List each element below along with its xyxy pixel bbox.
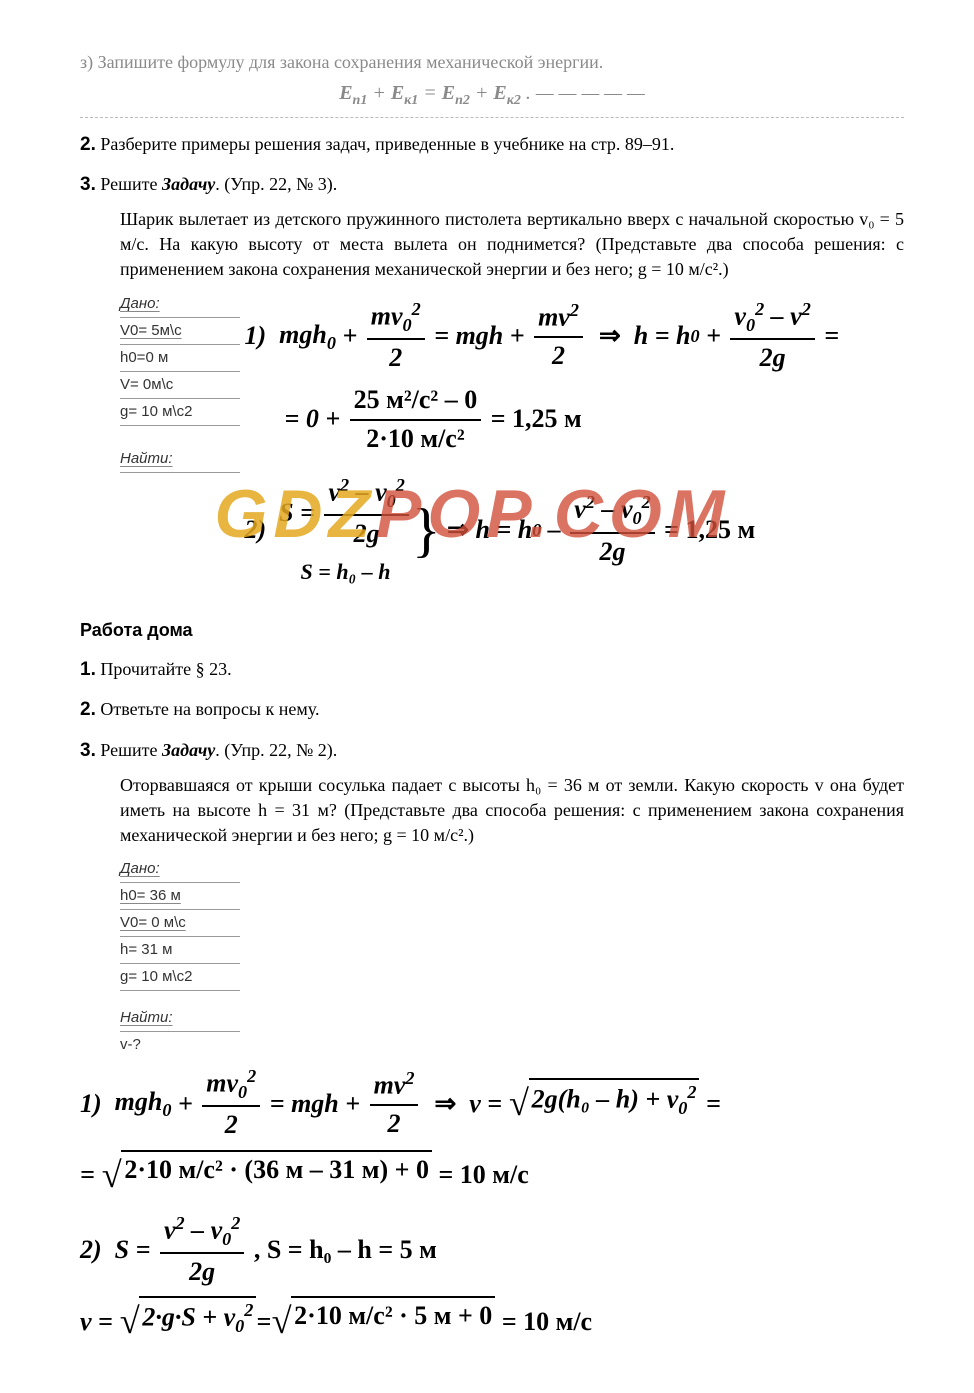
task-2: 2. Разберите примеры решения задач, прив…	[80, 132, 904, 159]
given-l3: V= 0м\с	[120, 372, 240, 399]
problem-2: Дано: h0= 36 м V0= 0 м\с h= 31 м g= 10 м…	[80, 856, 904, 1353]
given-l2: h0=0 м	[120, 345, 240, 372]
hw-2: 2. Ответьте на вопросы к нему.	[80, 697, 904, 724]
given-find: Найти:	[120, 446, 240, 473]
task-2-text: Разберите примеры решения задач, приведе…	[100, 134, 674, 154]
divider	[80, 117, 904, 118]
eq1-line2: = 0 + 25 м²/с² – 02·10 м/с² = 1,25 м	[285, 382, 885, 457]
eq2-line3: 2) S = v2 – v022g , S = h₀ – h = 5 м	[80, 1211, 740, 1291]
solution-2: 1) mgh0 + mv022 = mgh + mv22 ⇒ v = √2g(h…	[80, 1058, 740, 1353]
homework-heading: Работа дома	[80, 618, 904, 643]
intro-prefix: з)	[80, 52, 98, 72]
intro-z: з) Запишите формулу для закона сохранени…	[80, 50, 904, 75]
intro-formula: Eп1 + Eк1 = Eп2 + Eк2 . — — — — —	[80, 79, 904, 111]
given-box-2: Дано: h0= 36 м V0= 0 м\с h= 31 м g= 10 м…	[120, 856, 240, 1058]
task-3: 3. Решите Задачу. (Упр. 22, № 3).	[80, 172, 904, 199]
eq2-line2: = √2·10 м/с² · (36 м – 31 м) + 0 = 10 м/…	[80, 1150, 740, 1201]
hw-3-body: Оторвавшаяся от крыши сосулька падает с …	[120, 773, 904, 849]
hw-3: 3. Решите Задачу. (Упр. 22, № 2).	[80, 738, 904, 765]
eq2-line1: 1) mgh0 + mv022 = mgh + mv22 ⇒ v = √2g(h…	[80, 1064, 740, 1144]
trailing-rule: . — — — — —	[526, 82, 645, 104]
hw-1: 1. Прочитайте § 23.	[80, 657, 904, 684]
task-3-body: Шарик вылетает из детского пружинного пи…	[120, 207, 904, 283]
task-num: 2.	[80, 134, 96, 155]
eq1-line3: GDZPOP.COM 2) S = v2 – v022g S = h₀ – h …	[245, 473, 885, 588]
intro-text: Запишите формулу для закона сохранения м…	[98, 52, 604, 72]
task-num: 3.	[80, 174, 96, 195]
brace-icon: }	[412, 500, 441, 560]
given-l4: g= 10 м\с2	[120, 399, 240, 426]
eq2-line4: v = √2·g·S + v02 = √2·10 м/с² · 5 м + 0 …	[80, 1296, 740, 1347]
eq1-line1: 1) mgh0 + mv022 = mgh + mv22 ⇒ h = h0 + …	[245, 297, 885, 377]
solution-1: 1) mgh0 + mv022 = mgh + mv22 ⇒ h = h0 + …	[245, 291, 885, 594]
given-box: Дано: V0= 5м\с h0=0 м V= 0м\с g= 10 м\с2…	[120, 291, 240, 473]
given-title: Дано:	[120, 291, 240, 318]
given-l1: V0= 5м\с	[120, 318, 240, 345]
problem-1: Дано: V0= 5м\с h0=0 м V= 0м\с g= 10 м\с2…	[80, 291, 904, 594]
